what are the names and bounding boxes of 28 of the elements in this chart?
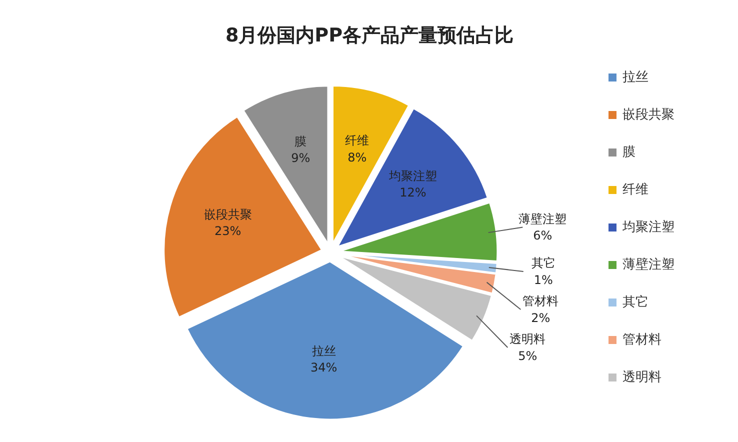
data-label: 23% (214, 224, 242, 238)
slice-label: 纤维 (345, 134, 370, 148)
data-label: 6% (533, 228, 552, 243)
data-label: 8% (348, 150, 367, 164)
slice-label: 管材料 (522, 294, 559, 308)
legend-label: 均聚注塑 (622, 219, 674, 235)
data-label: 5% (518, 348, 538, 363)
slice-label: 拉丝 (312, 344, 336, 358)
legend-label: 拉丝 (622, 70, 648, 85)
slice-label: 透明料 (510, 332, 546, 346)
legend-label: 嵌段共聚 (622, 108, 674, 122)
legend-label: 膜 (622, 145, 636, 160)
data-label: 9% (291, 151, 310, 166)
data-label: 34% (310, 360, 338, 375)
legend-label: 纤维 (622, 182, 648, 198)
chart-title: 8月份国内PP各产品产量预估占比 (225, 24, 514, 46)
slice-label: 其它 (531, 256, 556, 270)
slice-label: 均聚注塑 (388, 168, 437, 183)
slice-label: 薄壁注塑 (518, 212, 567, 226)
slice-label: 膜 (294, 134, 307, 148)
legend-label: 薄壁注塑 (622, 256, 674, 272)
slice-label: 嵌段共聚 (204, 207, 252, 222)
legend-label: 管材料 (622, 332, 662, 348)
data-label: 2% (531, 310, 550, 325)
legend-label: 其它 (622, 294, 648, 310)
legend-label: 透明料 (622, 370, 662, 385)
data-label: 1% (534, 272, 553, 287)
data-label: 12% (400, 186, 426, 200)
